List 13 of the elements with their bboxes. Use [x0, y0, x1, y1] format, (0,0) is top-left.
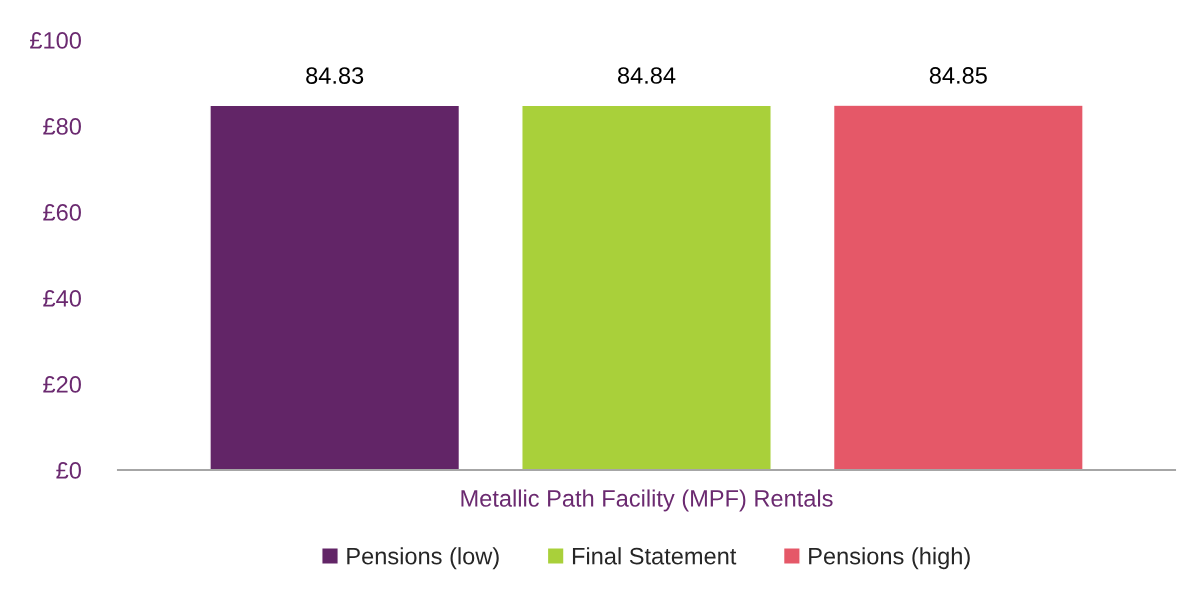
x-tick-label: Metallic Path Facility (MPF) Rentals	[461, 489, 833, 512]
data-label: 84.85	[929, 67, 987, 84]
y-tick-label: £40	[43, 290, 81, 307]
legend-label: Pensions (low)	[347, 547, 499, 570]
legend-label: Pensions (high)	[809, 547, 970, 570]
data-label: 84.84	[617, 67, 676, 84]
y-tick-label: £100	[30, 32, 81, 49]
y-tick-label: £0	[56, 462, 81, 479]
y-tick-label: £80	[43, 118, 81, 135]
y-tick-label: £60	[43, 204, 81, 221]
legend-label: Final Statement	[572, 547, 737, 565]
y-tick-label: £20	[43, 376, 81, 393]
data-label: 84.83	[306, 67, 364, 84]
